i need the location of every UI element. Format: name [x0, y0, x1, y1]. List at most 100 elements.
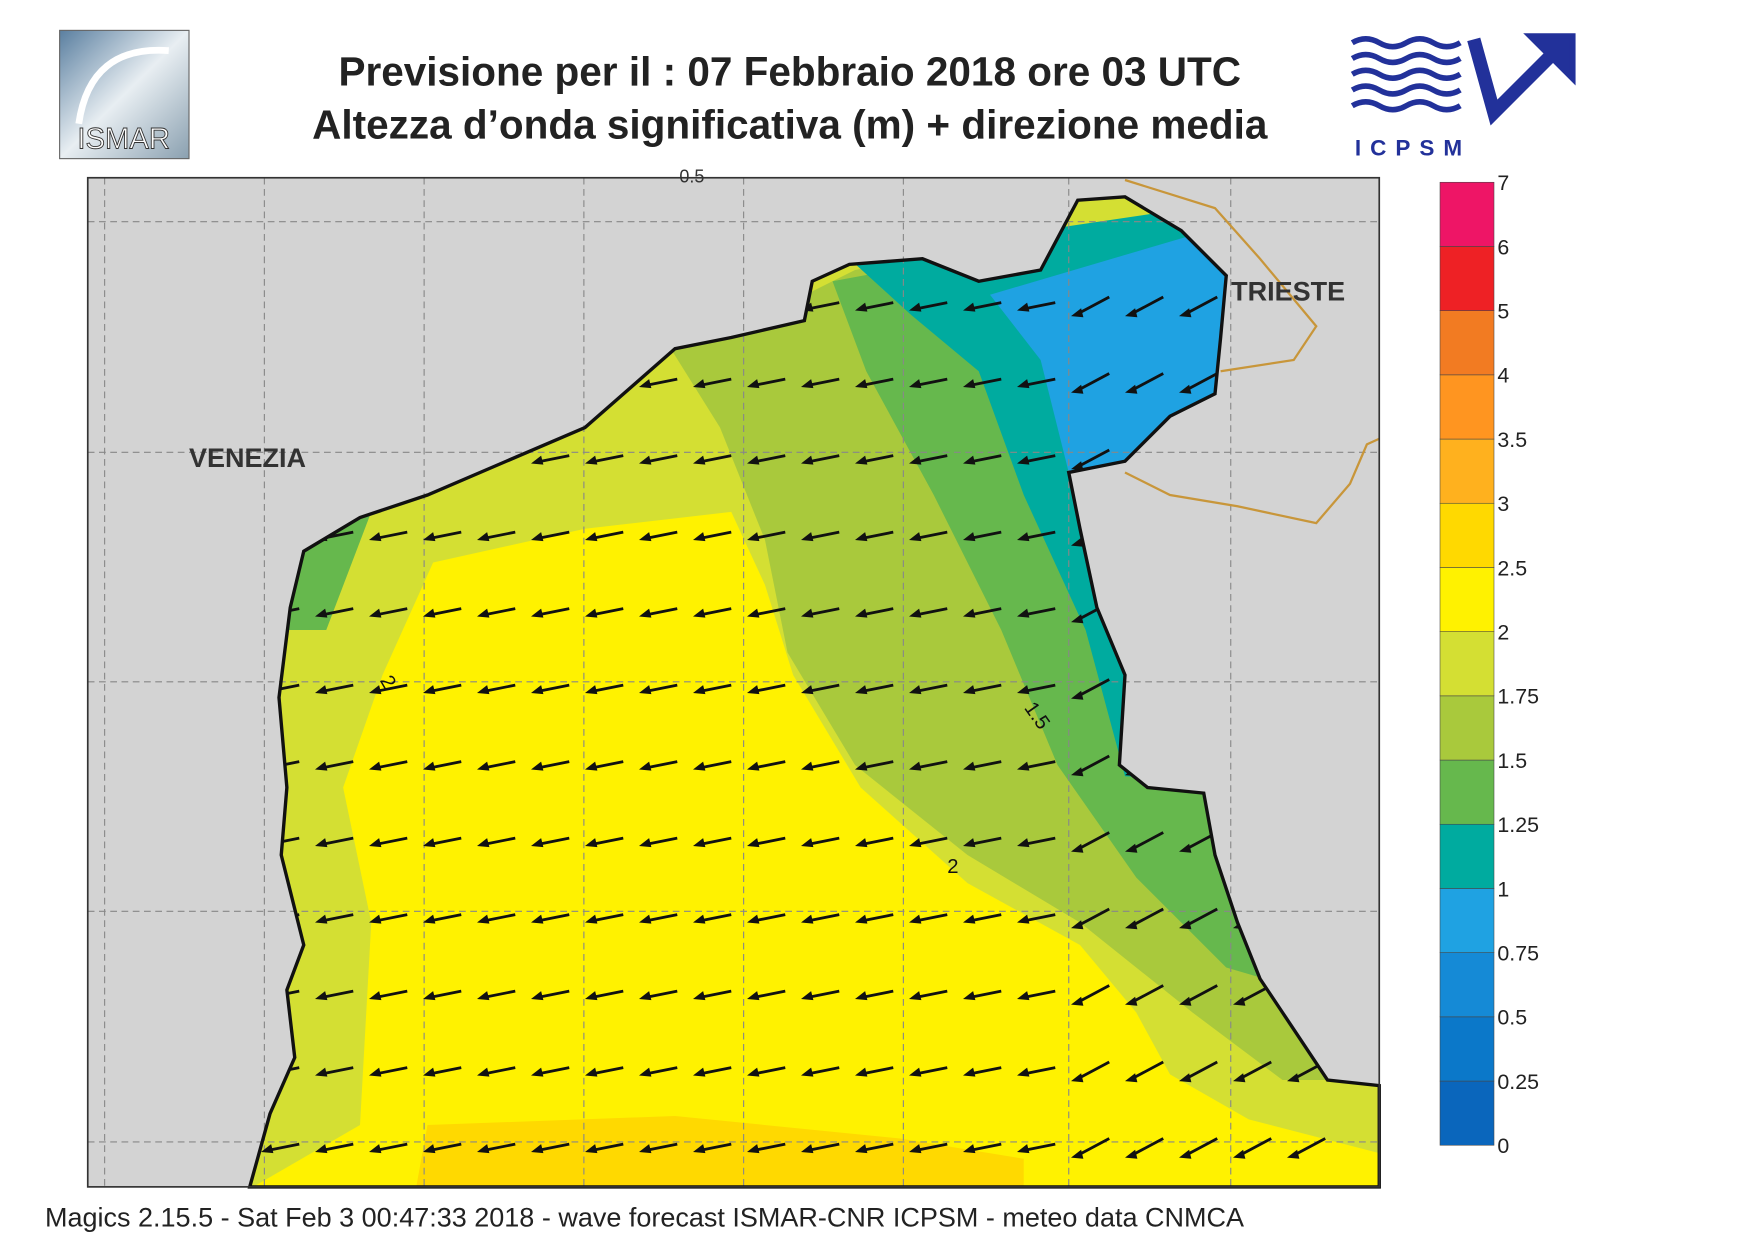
colorbar-label: 5 [1497, 300, 1509, 324]
arrow-head [1287, 1073, 1300, 1083]
arrow-head [639, 1144, 652, 1154]
ismar-logo: ISMAR [59, 29, 190, 160]
arrow-head [693, 608, 706, 618]
arrow-head [963, 685, 976, 695]
arrow-head [1125, 843, 1138, 853]
arrow-head [639, 914, 652, 924]
arrow-head [585, 532, 598, 542]
arrow-head [369, 838, 382, 848]
arrow-head [531, 532, 544, 542]
colorbar-label: 0 [1497, 1134, 1509, 1158]
arrow-head [423, 761, 436, 771]
arrow-head [639, 991, 652, 1001]
arrow-head [963, 991, 976, 1001]
colorbar-label: 1.5 [1497, 749, 1527, 773]
arrow-head [585, 685, 598, 695]
arrow-head [963, 1144, 976, 1154]
arrow-head [585, 608, 598, 618]
arrow-head [639, 455, 652, 465]
arrow-head [747, 914, 760, 924]
city-label: VENEZIA [189, 443, 306, 473]
arrow-head [909, 455, 922, 465]
arrow-head [693, 455, 706, 465]
arrow-head [1179, 384, 1192, 394]
footer: Magics 2.15.5 - Sat Feb 3 00:47:33 2018 … [45, 1202, 1244, 1232]
border [1124, 178, 1380, 525]
arrow-head [855, 1144, 868, 1154]
arrow-head [909, 302, 922, 312]
arrow-head [1125, 1073, 1138, 1083]
arrow-head [423, 1067, 436, 1077]
arrow-head [747, 685, 760, 695]
arrow-head [909, 608, 922, 618]
arrow-head [1017, 1067, 1030, 1077]
arrow-head [639, 608, 652, 618]
contour-label: 2 [947, 856, 958, 878]
arrow-head [801, 1144, 814, 1154]
arrow-head [909, 914, 922, 924]
colorbar-label: 1 [1497, 877, 1509, 901]
arrow-head [1233, 1149, 1246, 1159]
arrow-head [801, 914, 814, 924]
colorbar-swatch [1439, 823, 1495, 889]
arrow-head [801, 379, 814, 389]
arrow-head [963, 532, 976, 542]
arrow-head [423, 608, 436, 618]
arrow-head [477, 608, 490, 618]
arrow-head [477, 838, 490, 848]
colorbar-swatch [1439, 246, 1495, 311]
colorbar-label: 6 [1497, 235, 1509, 259]
colorbar-swatch [1439, 631, 1495, 697]
arrow-head [531, 455, 544, 465]
arrow-head [1017, 1144, 1030, 1154]
arrow-head [855, 838, 868, 848]
arrow-head [531, 761, 544, 771]
arrow-head [693, 838, 706, 848]
arrow-head [747, 991, 760, 1001]
arrow-head [747, 1067, 760, 1077]
arrow-head [855, 379, 868, 389]
arrow-head [1071, 614, 1084, 624]
arrow-head [855, 914, 868, 924]
arrow-head [585, 991, 598, 1001]
arrow-head [477, 1144, 490, 1154]
colorbar-label: 3.5 [1497, 428, 1527, 452]
arrow-head [693, 991, 706, 1001]
arrow-head [1125, 384, 1138, 394]
arrow-head [585, 838, 598, 848]
logo-text: ICPSM [1355, 135, 1471, 160]
arrow-head [585, 761, 598, 771]
arrow-head [1071, 308, 1084, 318]
arrow-head [801, 532, 814, 542]
arrow-head [693, 379, 706, 389]
arrow-head [1071, 384, 1084, 394]
arrow-head [1017, 379, 1030, 389]
colorbar-swatch [1439, 1080, 1495, 1146]
arrow-head [909, 1067, 922, 1077]
arrow-head [1071, 537, 1084, 547]
arrow-head [1017, 685, 1030, 695]
colorbar-label: 7 [1497, 171, 1509, 195]
colorbar-swatch [1439, 695, 1495, 761]
arrow-head [639, 685, 652, 695]
arrow-head [909, 991, 922, 1001]
colorbar-swatch [1439, 567, 1495, 632]
colorbar: 0 0.25 0.5 0.75 1 1.25 1.5 1.75 2 2.5 3 3.5 4 5 6 7 [1439, 171, 1539, 1158]
arrow-head [1017, 302, 1030, 312]
arrow-head [369, 1067, 382, 1077]
colorbar-label: 2.5 [1497, 556, 1527, 580]
arrow-head [1233, 996, 1246, 1006]
arrow-head [1179, 1073, 1192, 1083]
arrow-head [585, 914, 598, 924]
arrow-head [1179, 996, 1192, 1006]
arrow-head [1179, 308, 1192, 318]
arrow-head [369, 914, 382, 924]
arrow-head [1071, 461, 1084, 471]
arrow-head [1071, 920, 1084, 930]
arrow-head [1125, 1149, 1138, 1159]
colorbar-label: 3 [1497, 492, 1509, 516]
colorbar-label: 2 [1497, 621, 1509, 645]
contour-label: 0.5 [679, 166, 704, 186]
arrow-head [261, 1144, 274, 1154]
